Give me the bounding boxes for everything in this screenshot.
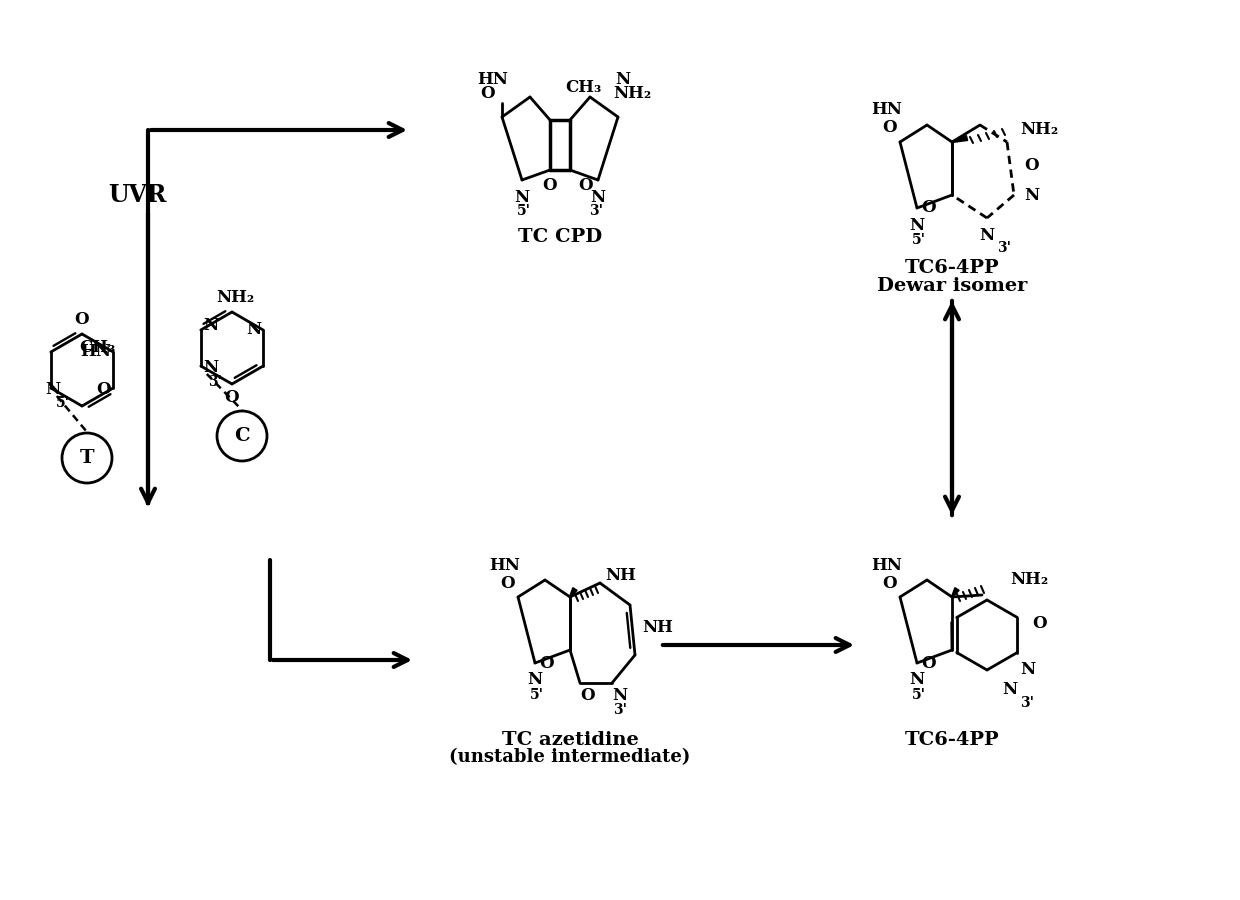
Text: TC6-4PP: TC6-4PP [905, 731, 999, 749]
Text: HN: HN [477, 71, 508, 88]
Text: N: N [1024, 186, 1039, 203]
Text: NH₂: NH₂ [613, 85, 651, 102]
Text: N: N [246, 321, 262, 338]
Text: 3': 3' [613, 703, 627, 717]
Text: UVR: UVR [108, 183, 166, 207]
Text: 3': 3' [589, 204, 603, 218]
Text: 5': 5' [911, 688, 926, 702]
Text: 5': 5' [56, 396, 69, 410]
Text: T: T [79, 449, 94, 467]
Text: O: O [224, 390, 239, 407]
Text: O: O [580, 687, 595, 704]
Text: O: O [578, 176, 593, 194]
Text: O: O [539, 654, 554, 671]
Text: 5': 5' [517, 204, 531, 218]
Text: NH₂: NH₂ [1011, 572, 1048, 589]
Text: O: O [883, 120, 898, 137]
Text: O: O [543, 176, 557, 194]
Polygon shape [952, 136, 967, 142]
Text: TC azetidine: TC azetidine [502, 731, 639, 749]
Text: CH₃: CH₃ [79, 338, 115, 356]
Text: CH₃: CH₃ [565, 78, 601, 95]
Text: NH: NH [642, 618, 673, 635]
Text: NH: NH [605, 566, 636, 583]
Text: O: O [883, 574, 898, 591]
Text: NH₂: NH₂ [216, 290, 254, 307]
Text: O: O [501, 574, 516, 591]
Text: N: N [613, 687, 627, 704]
Text: 3': 3' [1021, 696, 1034, 710]
Text: N: N [909, 217, 925, 233]
Text: NH₂: NH₂ [1021, 122, 1058, 139]
Text: 5': 5' [529, 688, 544, 702]
Text: N: N [590, 188, 605, 205]
Text: N: N [203, 317, 218, 334]
Text: 3': 3' [997, 241, 1011, 255]
Text: N: N [980, 227, 994, 244]
Text: 5': 5' [911, 233, 926, 247]
Text: O: O [1032, 615, 1047, 632]
Text: O: O [1024, 157, 1039, 174]
Text: N: N [909, 671, 925, 688]
Text: N: N [203, 359, 218, 376]
Polygon shape [951, 588, 959, 598]
Text: HN: HN [872, 102, 901, 119]
Text: 3': 3' [208, 375, 222, 389]
Text: N: N [615, 71, 630, 88]
Text: O: O [481, 85, 495, 102]
Text: N: N [1021, 662, 1035, 679]
Polygon shape [569, 588, 577, 598]
Text: O: O [97, 382, 112, 399]
Text: HN: HN [489, 556, 520, 573]
Text: HN: HN [81, 344, 112, 361]
Text: Dewar isomer: Dewar isomer [877, 277, 1027, 295]
Text: HN: HN [872, 556, 901, 573]
Text: N: N [1002, 681, 1018, 698]
Text: TC CPD: TC CPD [518, 228, 603, 246]
Text: C: C [234, 427, 249, 445]
Text: N: N [527, 671, 543, 688]
Text: O: O [74, 311, 89, 328]
Text: O: O [921, 200, 936, 217]
Text: (unstable intermediate): (unstable intermediate) [449, 748, 691, 766]
Text: N: N [46, 381, 61, 398]
Text: O: O [921, 654, 936, 671]
Text: N: N [515, 188, 529, 205]
Text: TC6-4PP: TC6-4PP [905, 259, 999, 277]
